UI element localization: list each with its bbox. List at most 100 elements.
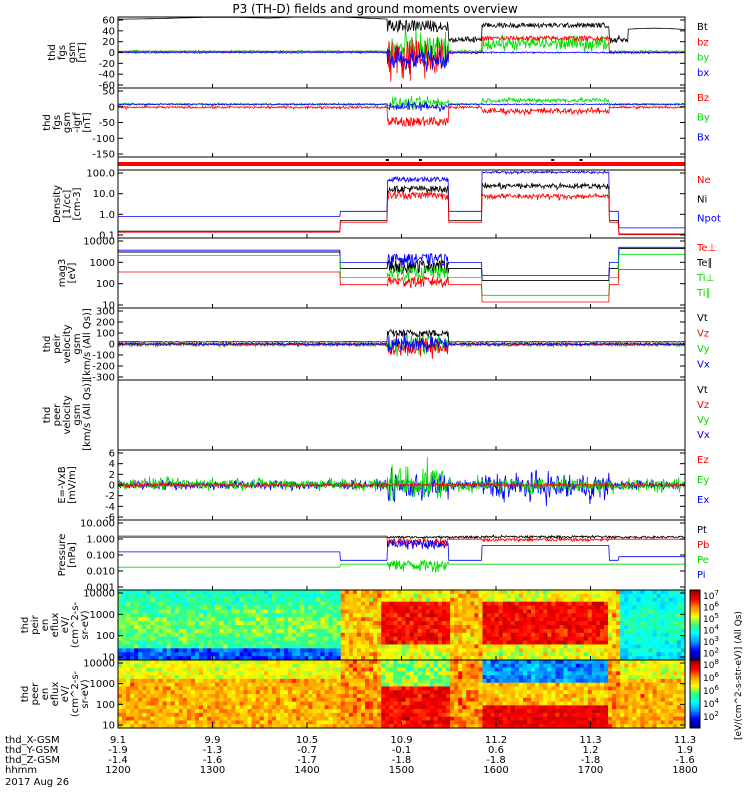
legend-pressure-1: Pb (697, 540, 709, 551)
y-tick-label: -2 (105, 491, 115, 502)
legend-ivel-3: Vx (697, 360, 710, 371)
y-axis-label: [km/s (All Qs)] (82, 308, 93, 380)
y-axis-label: E=-VxB (57, 466, 68, 503)
y-axis-label: thd (42, 407, 53, 424)
ivel-series-0000ff (117, 331, 686, 354)
y-axis-label: gsm (72, 333, 83, 354)
x-row-label: thd_Z-GSM (5, 755, 60, 766)
y-axis-label: [cm-3] (72, 187, 83, 220)
x-tick-label: 11.3 (674, 735, 696, 746)
y-axis-label: sr-eV) (80, 610, 91, 639)
y-axis-label: peer (52, 403, 63, 427)
y-axis-label: eflux (50, 682, 61, 707)
x-tick-label: -1.9 (108, 745, 128, 756)
y-tick-label: 1.0 (99, 210, 115, 221)
x-tick-label: 1.9 (677, 745, 693, 756)
y-axis-label: (cm^2-s- (70, 670, 81, 717)
ispec-colorbar (689, 589, 701, 661)
y-tick-label: 4 (109, 459, 115, 470)
y-tick-label: 100 (96, 700, 115, 711)
y-axis-label: (cm^2-s- (70, 601, 81, 648)
y-tick-label: 0.010 (86, 567, 115, 578)
pressure-series-000000 (118, 534, 686, 540)
density-series-000000 (118, 181, 685, 235)
y-tick-label: 60 (102, 16, 115, 27)
y-tick-label: -20 (99, 59, 115, 70)
temp-series-ff0000 (118, 269, 685, 303)
y-tick-label: 1000 (90, 258, 115, 269)
mode-marker (579, 159, 583, 161)
y-axis-label: velocity (62, 324, 73, 363)
efield-series-0000ff (117, 467, 686, 507)
density-series-ff0000 (118, 191, 685, 236)
y-tick-label: 0 (109, 102, 115, 113)
x-tick-label: -1.8 (581, 755, 601, 766)
y-axis-label: -igrf (72, 112, 83, 133)
espec-spectrogram (118, 660, 686, 729)
y-tick-label: -100 (92, 351, 115, 362)
x-tick-label: -1.6 (675, 755, 695, 766)
y-tick-label: 1.000 (86, 535, 115, 546)
y-axis-label: thd (42, 114, 53, 131)
y-axis-label: Density (52, 185, 63, 223)
temp-series-0000ff (118, 246, 685, 276)
mode-marker (418, 159, 422, 161)
legend-ivel-2: Vy (697, 344, 710, 355)
date-label: 2017 Aug 26 (5, 777, 69, 788)
y-tick-label: 100.0 (86, 169, 115, 180)
y-axis-label: [nT] (77, 42, 88, 62)
mode-bar (118, 162, 685, 166)
legend-fgs_detrend-1: By (697, 113, 710, 124)
fgs_detrend-series-ff0000 (118, 104, 686, 127)
efield-series-00dd00 (117, 456, 686, 502)
legend-density-2: Npot (697, 214, 721, 225)
legend-evel-0: Vt (697, 385, 708, 396)
mode-marker (551, 159, 555, 161)
density-series-0000ff (118, 169, 685, 229)
x-tick-label: -1.6 (203, 755, 223, 766)
y-tick-label: 0.100 (86, 551, 115, 562)
fgs-series-0000ff (117, 45, 686, 74)
y-tick-label: 1000 (90, 610, 115, 621)
fgs_detrend-series-0000ff (117, 100, 686, 112)
x-tick-label: -1.7 (297, 755, 317, 766)
y-tick-label: 10 (102, 653, 115, 664)
legend-density-1: Ni (697, 194, 707, 205)
x-tick-label: 10.9 (390, 735, 412, 746)
fgs_detrend-frame (117, 87, 686, 158)
legend-efield-2: Ex (697, 495, 709, 506)
legend-fgs_detrend-2: Bx (697, 132, 710, 143)
y-tick-label: -40 (99, 70, 115, 81)
y-tick-label: 100 (96, 631, 115, 642)
legend-evel-2: Vy (697, 415, 710, 426)
legend-efield-1: Ey (697, 475, 709, 486)
y-axis-label: eV/ (60, 685, 71, 702)
x-tick-label: 11.2 (485, 735, 507, 746)
legend-fgs-0: Bt (697, 22, 708, 33)
x-tick-label: 1700 (578, 765, 603, 776)
y-tick-label: 100 (96, 279, 115, 290)
y-tick-label: 10000 (83, 589, 115, 600)
y-tick-label: 40 (102, 26, 115, 37)
y-tick-label: 10000 (83, 659, 115, 670)
y-tick-label: 0 (109, 48, 115, 59)
y-tick-label: 0.1 (99, 231, 115, 242)
y-axis-label: [nPa] (67, 542, 78, 568)
colorbar-tick-label: 106 (703, 671, 719, 684)
x-tick-label: -0.1 (392, 745, 412, 756)
y-tick-label: 2 (109, 470, 115, 481)
colorbar-tick-label: 104 (703, 697, 719, 710)
y-axis-label: [nT] (82, 112, 93, 132)
y-axis-label: gsm (62, 112, 73, 133)
legend-pressure-3: Pi (697, 570, 706, 581)
y-axis-label: thd (47, 44, 58, 61)
y-tick-label: 200 (96, 318, 115, 329)
y-tick-label: -100 (92, 134, 115, 145)
colorbar-tick-label: 106 (703, 684, 719, 697)
y-axis-label: en (40, 688, 51, 701)
pressure-series-ff0000 (118, 536, 685, 548)
x-tick-label: -1.4 (108, 755, 128, 766)
y-tick-label: 0 (109, 481, 115, 492)
fgs-series-ff0000 (118, 34, 686, 82)
